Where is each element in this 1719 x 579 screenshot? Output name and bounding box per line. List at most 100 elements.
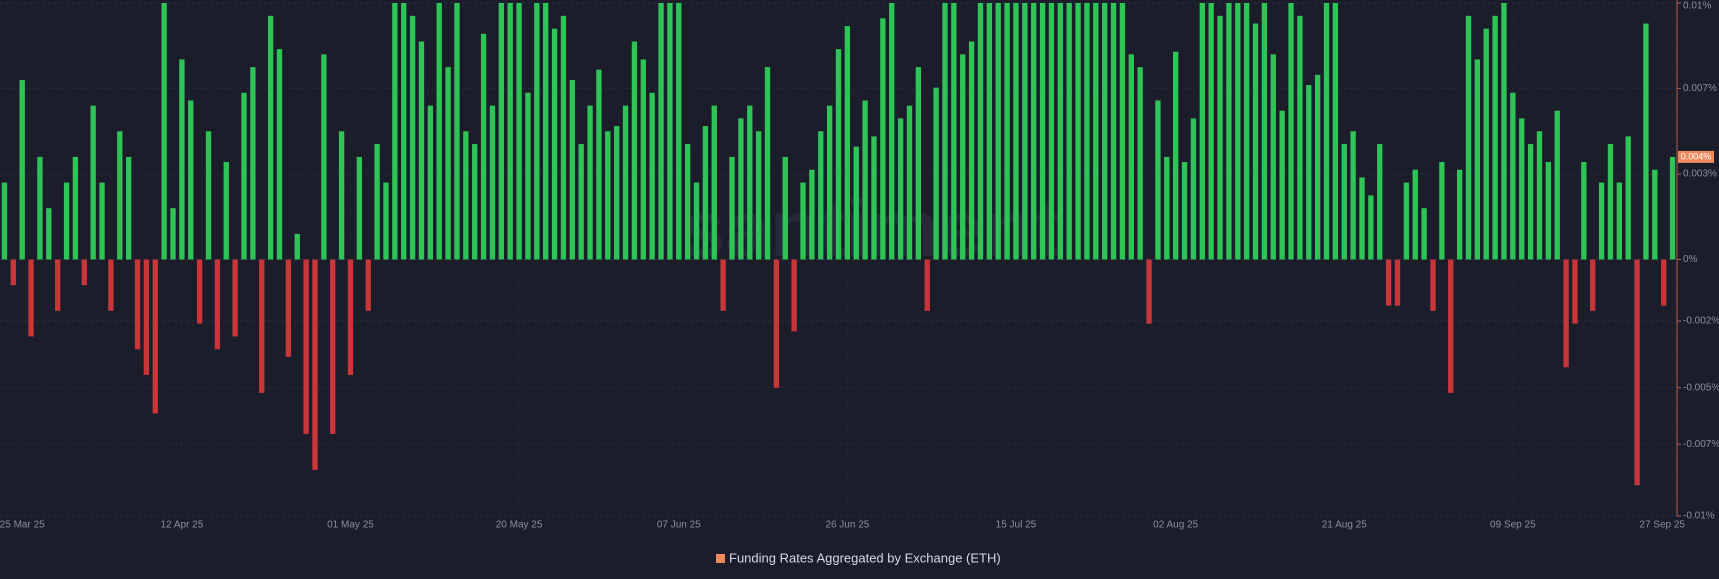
legend-label: Funding Rates Aggregated by Exchange (ET… [729,550,1001,565]
bar [800,182,806,260]
bar [1288,3,1294,260]
current-value-badge [1678,150,1714,163]
bar [1137,67,1143,260]
bar [844,26,851,260]
bar [773,259,780,388]
bar [161,3,167,260]
bar [782,156,788,260]
bar [587,105,593,260]
bar [1066,3,1072,260]
bar [1625,136,1631,260]
bar [10,259,16,286]
bar [463,131,469,260]
y-tick-label: -0.01% [1683,511,1715,522]
x-tick-label: 21 Aug 25 [1322,520,1367,531]
bar [401,3,407,260]
current-value-label: 0.004% [1681,151,1712,161]
bar [409,15,416,260]
bar [214,259,221,350]
bar [1181,162,1188,260]
bar [392,3,398,260]
bar [1226,3,1232,260]
bar [631,41,638,260]
bar [1341,144,1347,260]
bar [551,28,558,260]
bar [1323,3,1330,260]
bar [818,131,824,260]
bar [1563,259,1569,368]
bar [596,69,602,260]
bar [667,3,673,260]
bar [560,15,567,260]
bar [880,18,886,260]
bar [747,105,753,260]
bar [1465,15,1472,260]
bar [897,118,904,260]
bar [977,3,984,260]
bar [347,259,354,375]
bar [1350,131,1356,260]
bar [90,105,96,260]
bar [729,156,735,260]
bar [1527,144,1534,260]
bar [1164,156,1170,260]
bar [19,79,25,260]
bar [1652,169,1658,260]
bar [1554,110,1560,260]
bar [1075,3,1081,260]
x-tick-label: 26 Jun 25 [825,520,869,531]
bar [1572,259,1578,324]
bar [134,259,141,350]
bar [232,259,238,337]
bar [1031,3,1037,260]
bar [1510,92,1516,260]
bar [383,182,389,260]
bar [951,3,957,260]
bar [28,259,34,337]
x-tick-label: 07 Jun 25 [657,520,701,531]
bar [933,87,939,260]
bar [1048,3,1055,260]
bar [1279,110,1285,260]
bar [1119,3,1126,260]
bar [693,182,700,260]
bar [37,156,43,260]
bar [1616,182,1622,260]
bar [365,259,371,311]
bar [1456,169,1463,260]
bar [205,131,212,260]
bar [267,15,274,260]
bar [1270,54,1276,260]
bar [791,259,797,332]
bar [1039,3,1046,260]
bar [507,3,513,260]
y-tick-label: 0% [1683,254,1698,265]
bar [1643,23,1649,260]
bar [1607,144,1614,260]
bar [489,105,496,260]
bar [711,105,717,260]
bar [1669,156,1676,260]
bar [516,3,522,260]
x-tick-label: 15 Jul 25 [996,520,1037,531]
bar [1421,208,1427,260]
bar [1297,15,1303,260]
bar [1252,23,1259,260]
bar [862,100,868,260]
x-tick-label: 02 Aug 25 [1153,520,1198,531]
bar [1057,3,1063,260]
bar [152,259,158,414]
y-tick-label: -0.005% [1683,382,1719,393]
bar [1208,3,1214,260]
bar [321,54,327,260]
bar [276,49,283,260]
bar [72,156,79,260]
bar [196,259,203,324]
bar [1093,3,1099,260]
bar [1306,85,1312,260]
bar [125,156,132,260]
bar [906,105,913,260]
bar [1598,182,1605,260]
